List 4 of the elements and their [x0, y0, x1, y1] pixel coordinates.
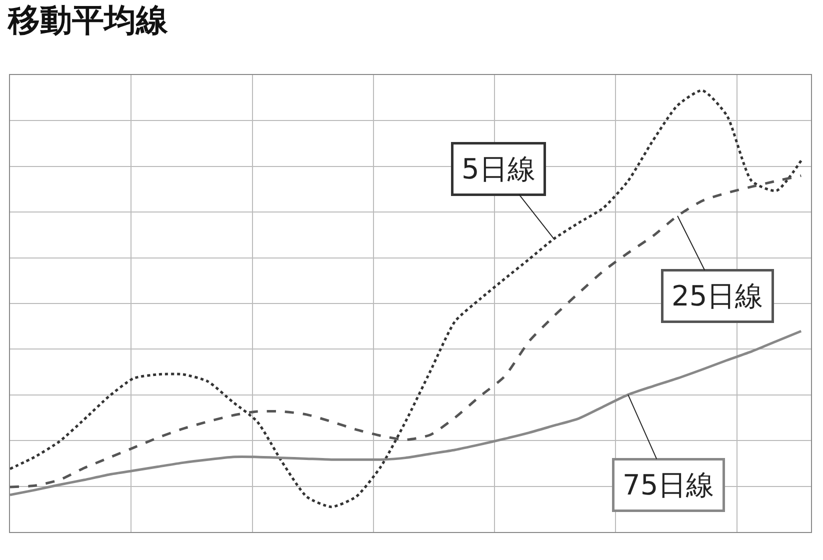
chart-title: 移動平均線 — [7, 0, 170, 39]
series-label: 25日線 — [672, 280, 764, 312]
text: 75日線 — [622, 468, 714, 502]
series-label: 5日線 — [462, 152, 536, 186]
